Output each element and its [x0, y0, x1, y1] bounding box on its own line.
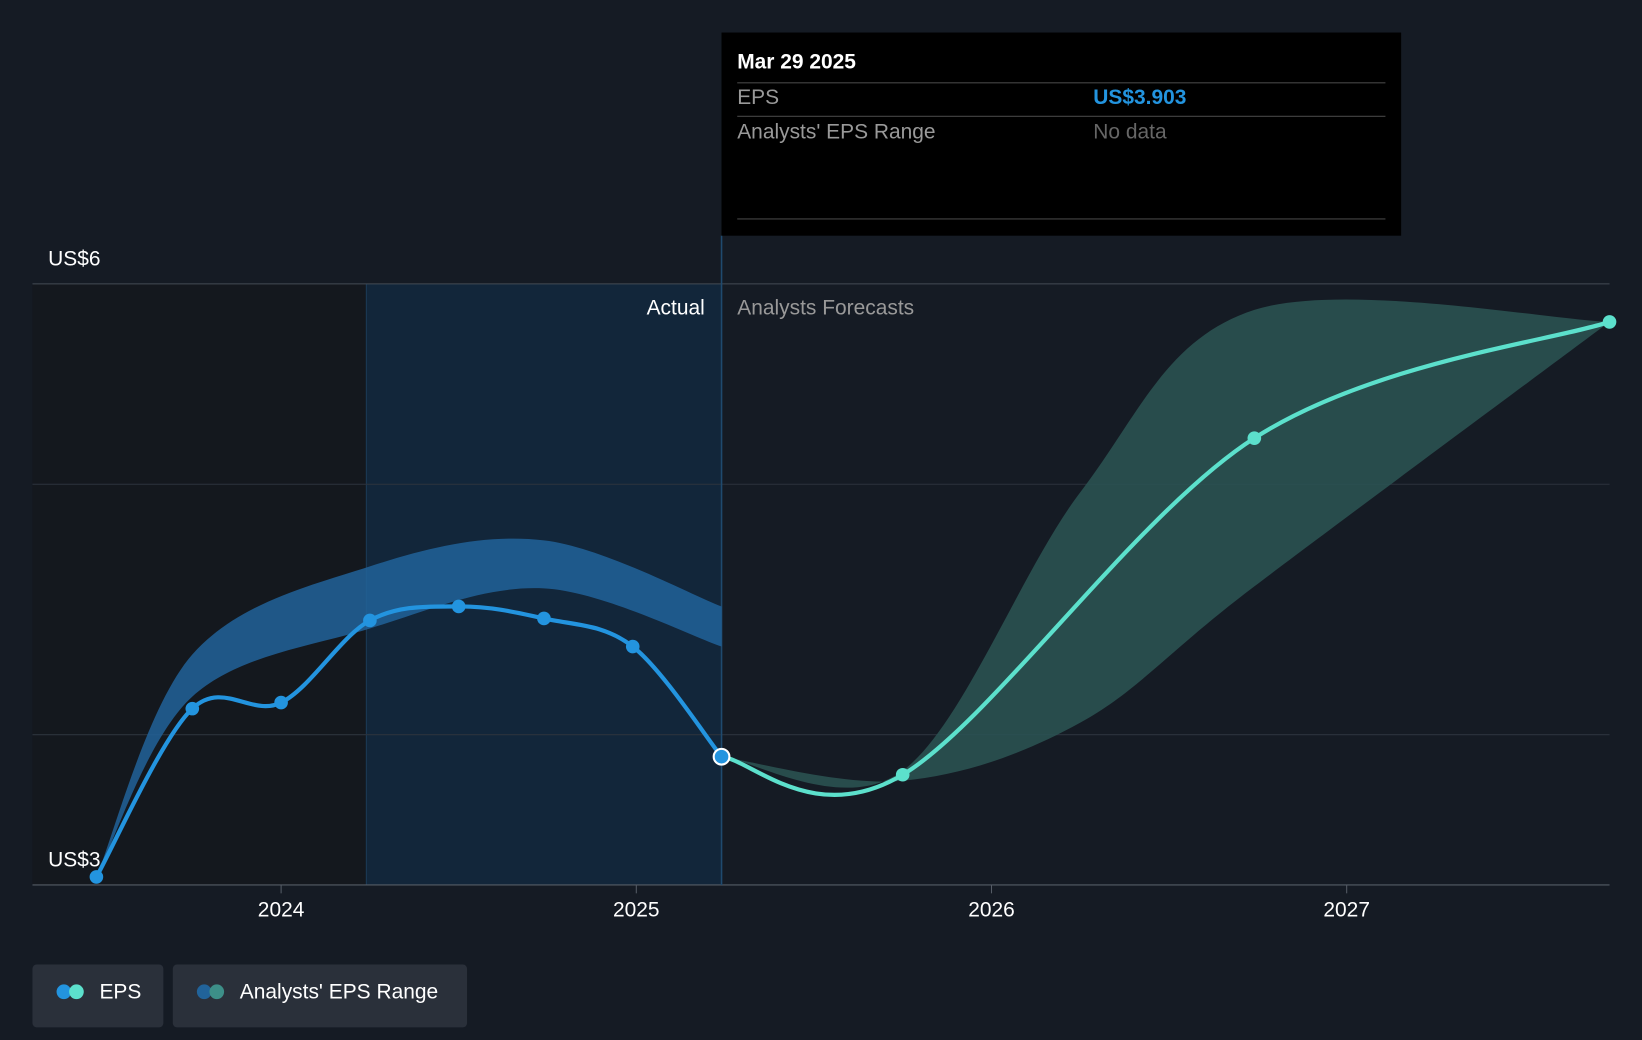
x-tick-label: 2024 [258, 899, 305, 922]
y-tick-label: US$3 [48, 848, 100, 871]
range-band [721, 299, 1610, 788]
x-tick-label: 2026 [968, 899, 1015, 922]
eps-point [274, 695, 288, 710]
eps-point [712, 747, 731, 766]
y-tick-label: US$6 [48, 247, 100, 270]
section-label: Analysts Forecasts [737, 297, 914, 320]
legend-item[interactable]: EPS [32, 964, 164, 1028]
tooltip-value: No data [1093, 121, 1167, 144]
tooltip-value: US$3.903 [1093, 86, 1186, 109]
legend-button[interactable] [32, 964, 164, 1028]
legend-label: EPS [99, 980, 141, 1003]
eps-point [89, 870, 104, 884]
plot-area [89, 299, 1617, 884]
legend-swatch [196, 984, 212, 1000]
eps-point [537, 611, 551, 626]
legend-button[interactable] [172, 964, 468, 1028]
range-band [96, 538, 722, 877]
legend-item[interactable]: Analysts' EPS Range [172, 964, 468, 1028]
tooltip-box [721, 32, 1402, 236]
eps-point [1247, 431, 1262, 445]
legend-swatch [56, 984, 72, 1000]
legend-swatch [69, 984, 84, 1000]
eps-point [895, 767, 910, 782]
section-label: Actual [647, 297, 705, 320]
legend: EPS Analysts' EPS Range [32, 964, 468, 1028]
past-region [32, 283, 367, 885]
tooltip: Mar 29 2025 EPS US$3.903 Analysts' EPS R… [721, 32, 1402, 236]
legend-label: Analysts' EPS Range [240, 980, 438, 1003]
tooltip-label: Analysts' EPS Range [737, 121, 935, 144]
eps-point [625, 639, 640, 654]
tooltip-date: Mar 29 2025 [737, 50, 856, 73]
eps-line [719, 319, 1612, 797]
eps-point [451, 599, 466, 614]
tooltip-label: EPS [737, 86, 779, 109]
eps-point [363, 613, 377, 628]
x-tick-label: 2027 [1323, 899, 1370, 922]
legend-swatch [209, 984, 225, 1000]
eps-point [1602, 315, 1617, 329]
x-tick-label: 2025 [613, 899, 660, 922]
eps-point [185, 701, 200, 716]
